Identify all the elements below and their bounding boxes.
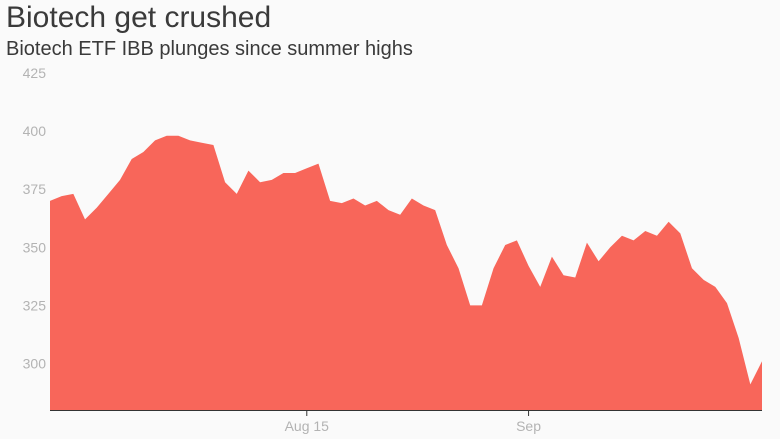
x-axis-ticks: Aug 15 Sep [285,410,541,434]
y-tick-label: 300 [23,356,47,372]
x-tick-label: Sep [516,418,541,434]
y-tick-label: 325 [23,297,47,313]
y-tick-label: 425 [23,65,47,81]
y-axis-ticks: 300 325 350 375 400 425 [23,65,47,372]
chart-title: Biotech get crushed [6,1,272,34]
y-tick-label: 400 [23,123,47,139]
chart-subtitle: Biotech ETF IBB plunges since summer hig… [6,38,413,60]
y-tick-label: 350 [23,239,47,255]
series-area [50,135,762,410]
series-layer [50,135,762,410]
x-tick-label: Aug 15 [285,418,330,434]
y-tick-label: 375 [23,181,47,197]
